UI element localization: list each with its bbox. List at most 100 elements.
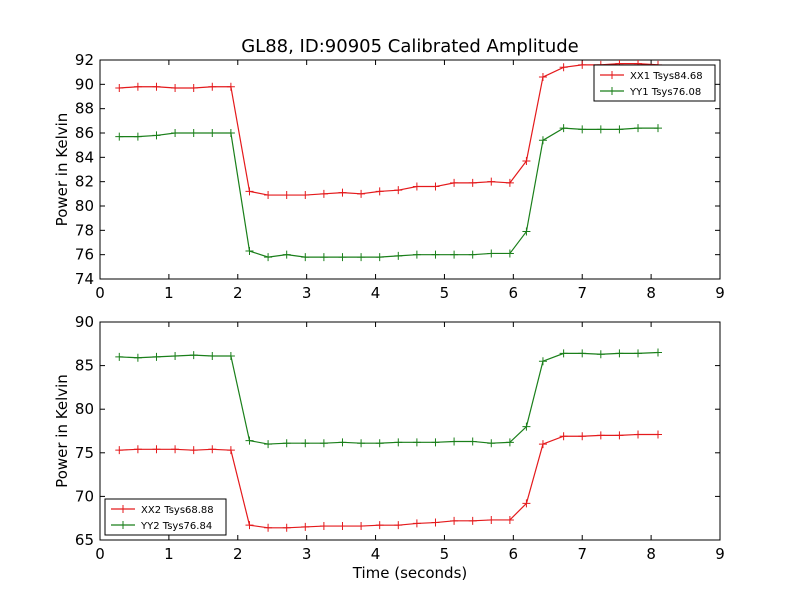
data-point	[152, 131, 161, 140]
data-point	[538, 136, 547, 145]
y-tick-label: 82	[75, 173, 94, 191]
data-point	[319, 253, 328, 262]
plot-panel-2: 0 1 2 3 4 5 6 7 8 9 65 70 75 80 85 90 Power in Kelvin Tim…	[53, 313, 725, 582]
data-point	[208, 445, 217, 454]
data-point	[171, 129, 180, 137]
data-point	[264, 253, 273, 262]
data-point	[450, 250, 459, 259]
data-point	[412, 182, 421, 191]
data-point	[152, 445, 161, 454]
data-point	[468, 516, 477, 525]
data-point	[538, 440, 547, 449]
data-point	[578, 349, 587, 358]
data-point	[245, 436, 254, 445]
data-point	[505, 249, 514, 258]
data-point	[264, 523, 273, 532]
legend-swatch-marker	[608, 87, 616, 95]
y-tick-label: 80	[75, 197, 94, 215]
data-point	[115, 446, 124, 455]
data-point	[431, 438, 440, 447]
y-tick-label: 90	[75, 75, 94, 93]
data-point	[487, 249, 496, 258]
data-point	[282, 191, 291, 200]
data-point	[133, 82, 142, 91]
legend-box	[593, 64, 716, 102]
data-point	[282, 250, 291, 259]
data-point	[171, 445, 180, 454]
y-tick-label: 84	[75, 148, 94, 166]
axes-frame	[99, 321, 721, 541]
data-point	[412, 519, 421, 528]
y-tick-label: 85	[75, 357, 94, 375]
data-point	[282, 523, 291, 532]
data-point	[357, 189, 366, 198]
data-point	[115, 352, 124, 361]
data-point	[559, 63, 568, 72]
data-point	[450, 516, 459, 525]
data-point	[208, 129, 217, 137]
legend: XX2 Tsys68.88 YY2 Tsys76.84	[104, 498, 227, 536]
data-point	[301, 439, 310, 448]
series-yy2	[115, 348, 662, 449]
data-point	[450, 437, 459, 446]
x-tick-label: 8	[646, 284, 656, 302]
data-point	[245, 521, 254, 530]
data-point	[264, 191, 273, 200]
x-tick-label: 4	[371, 284, 381, 302]
data-point	[412, 250, 421, 259]
y-tick-label: 65	[75, 531, 94, 549]
data-point	[596, 350, 605, 359]
data-point	[338, 188, 347, 197]
data-point	[578, 125, 587, 134]
chart-title: GL88, ID:90905 Calibrated Amplitude	[241, 36, 579, 57]
data-point	[468, 250, 477, 259]
x-tick-label: 1	[164, 284, 174, 302]
data-point	[226, 352, 235, 361]
x-tick-label: 0	[95, 284, 105, 302]
series-xx2	[115, 430, 662, 532]
data-point	[487, 177, 496, 186]
data-point	[634, 349, 643, 358]
data-point	[301, 253, 310, 262]
data-point	[654, 430, 662, 439]
legend: XX1 Tsys84.68 YY1 Tsys76.08	[593, 64, 716, 102]
data-point	[226, 82, 235, 91]
data-point	[338, 253, 347, 262]
data-point	[634, 430, 643, 439]
data-point	[412, 438, 421, 447]
data-point	[375, 253, 384, 262]
data-point	[264, 440, 273, 449]
data-point	[208, 82, 217, 91]
data-point	[115, 83, 124, 92]
data-point	[282, 439, 291, 448]
data-point	[189, 83, 198, 92]
x-tick-label: 7	[577, 284, 587, 302]
data-point	[357, 439, 366, 448]
y-tick-label: 90	[75, 313, 94, 331]
legend-label: YY1 Tsys76.08	[629, 87, 701, 98]
data-point	[189, 446, 198, 455]
data-point	[505, 438, 514, 447]
series-yy1	[115, 124, 662, 262]
data-point	[431, 250, 440, 259]
y-tick-label: 76	[75, 246, 94, 264]
data-point	[301, 191, 310, 200]
y-tick-label: 78	[75, 221, 94, 239]
y-tick-label: 88	[75, 100, 94, 118]
x-tick-label: 5	[440, 545, 450, 563]
data-point	[654, 124, 662, 133]
data-point	[431, 518, 440, 527]
x-tick-label: 8	[646, 545, 656, 563]
data-point	[152, 352, 161, 361]
data-point	[226, 129, 235, 137]
data-point	[357, 253, 366, 262]
data-point	[171, 352, 180, 361]
data-point	[654, 348, 662, 357]
x-tick-label: 6	[509, 545, 519, 563]
data-point	[133, 445, 142, 454]
data-point	[133, 132, 142, 141]
y-tick-label: 86	[75, 124, 94, 142]
y-axis-label: Power in Kelvin	[53, 374, 71, 488]
